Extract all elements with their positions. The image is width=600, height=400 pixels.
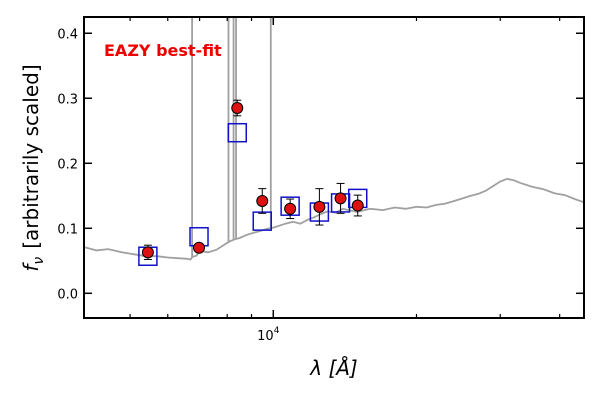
svg-text:fν[arbitrarily scaled]: fν [arbitrarily scaled] <box>19 64 47 271</box>
y-axis-label: fν [arbitrarily scaled] <box>19 64 47 271</box>
plot-frame <box>83 16 585 319</box>
observed-point-5 <box>313 188 326 226</box>
y-axis-text: [arbitrarily scaled] <box>19 64 43 248</box>
y-tick-label-0: 0.0 <box>57 287 78 302</box>
observed-marker <box>256 194 269 207</box>
annotation-label: EAZY best-fit <box>104 41 222 60</box>
axis-ticks: 0.0 0.1 0.2 0.3 0.4 104 <box>57 17 584 344</box>
y-tick-label-3: 0.3 <box>57 92 78 107</box>
observed-marker <box>141 246 154 259</box>
y-tick-label-2: 0.2 <box>57 157 78 172</box>
observed-point-7 <box>351 194 364 217</box>
observed-point-1 <box>193 241 206 254</box>
observed-point-0 <box>141 244 154 260</box>
observed-marker <box>313 200 326 213</box>
x-axis-label: λ [Å] <box>309 356 357 380</box>
observed-point-3 <box>256 188 269 214</box>
observed-marker <box>284 202 297 215</box>
svg-text:λ [Å]: λ [Å] <box>309 356 357 380</box>
data-marks <box>138 99 368 266</box>
y-tick-label-4: 0.4 <box>57 27 78 42</box>
y-tick-label-1: 0.1 <box>57 222 78 237</box>
model-point-2 <box>227 122 248 143</box>
observed-marker <box>334 192 347 205</box>
observed-marker <box>231 102 244 115</box>
observed-point-6 <box>334 182 347 214</box>
observed-point-2 <box>231 99 244 117</box>
observed-marker <box>351 199 364 212</box>
observed-point-4 <box>284 198 297 220</box>
y-axis-subscript: ν <box>31 257 47 265</box>
x-tick-label: 104 <box>257 326 280 344</box>
y-axis-symbol: f <box>19 262 43 272</box>
observed-marker <box>193 241 206 254</box>
